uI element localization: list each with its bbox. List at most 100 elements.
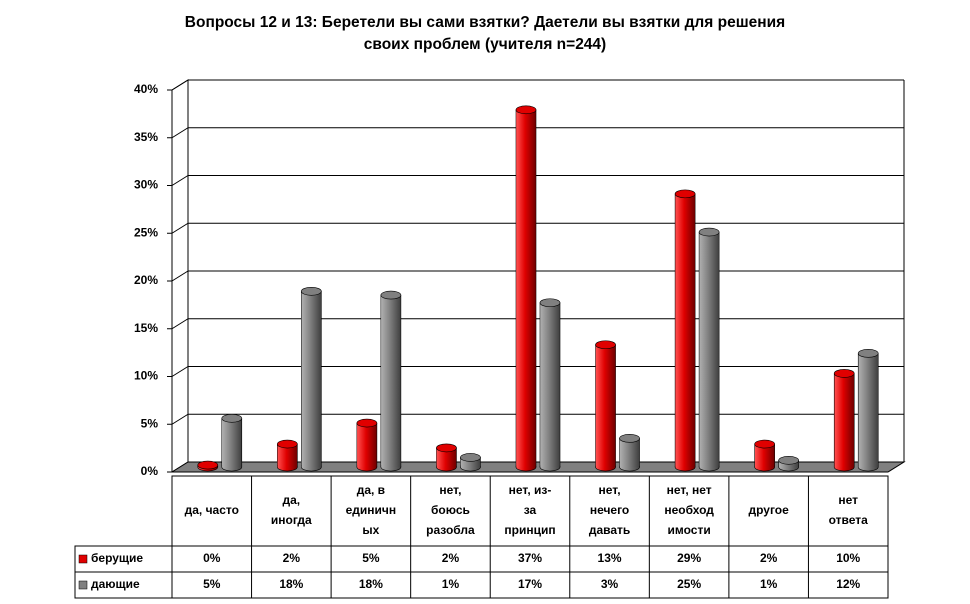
- value-label: 5%: [203, 577, 221, 591]
- bar-top: [619, 434, 640, 443]
- bar-body-cover: [834, 373, 854, 467]
- legend-label: дающие: [91, 577, 140, 591]
- bar: [698, 227, 720, 472]
- bar-body-cover: [381, 295, 401, 467]
- bar-body-cover: [699, 232, 719, 467]
- value-label: 12%: [836, 577, 860, 591]
- bar: [754, 439, 775, 472]
- y-tick-label: 15%: [134, 321, 158, 335]
- bar-top: [674, 189, 696, 199]
- value-label: 5%: [362, 551, 380, 565]
- bar-body-cover: [436, 447, 457, 467]
- bar-body-cover: [540, 302, 560, 467]
- bar: [619, 434, 640, 472]
- grid-side: [171, 127, 189, 139]
- value-label: 2%: [442, 551, 460, 565]
- bar: [277, 439, 298, 472]
- y-tick-label: 10%: [134, 369, 158, 383]
- y-tick-label: 30%: [134, 178, 158, 192]
- value-label: 13%: [598, 551, 622, 565]
- x-tick-label: да, часто: [185, 503, 239, 517]
- y-tick-label: 40%: [134, 82, 158, 96]
- bar: [197, 460, 219, 472]
- x-tick-label: нет, из-за принцип: [504, 483, 555, 537]
- bar: [674, 189, 696, 472]
- y-tick-label: 20%: [134, 273, 158, 287]
- value-label: 25%: [677, 577, 701, 591]
- bar-top: [460, 453, 481, 462]
- bar: [460, 453, 481, 472]
- x-tick-label: другое: [749, 503, 790, 517]
- bar-top: [197, 460, 219, 470]
- bar: [857, 349, 879, 472]
- grid-side: [171, 366, 189, 377]
- bar: [380, 290, 402, 472]
- bar-top: [754, 439, 775, 449]
- legend-swatch: [78, 554, 88, 564]
- x-tick-label: нет ответа: [829, 493, 869, 527]
- bar-body-cover: [301, 291, 322, 467]
- bar-top: [436, 443, 457, 453]
- bar: [436, 443, 457, 472]
- bar-top: [698, 227, 720, 237]
- bar-top: [539, 298, 561, 308]
- bar-body-cover: [858, 353, 878, 467]
- bar-top: [595, 340, 616, 350]
- x-tick-label: нет, нечего давать: [589, 483, 630, 537]
- bar-body-cover: [619, 438, 640, 467]
- floor: [170, 461, 906, 473]
- value-label: 37%: [518, 551, 542, 565]
- y-tick-label: 5%: [141, 416, 159, 430]
- bar: [539, 298, 561, 472]
- bar-body-cover: [357, 423, 377, 467]
- bar-top: [356, 418, 378, 428]
- bar: [301, 286, 322, 472]
- x-tick-label: нет, нет необход имости: [664, 483, 714, 537]
- bar-top: [857, 349, 879, 358]
- x-tick-label: да, иногда: [271, 493, 312, 527]
- bar-body-cover: [675, 193, 695, 467]
- grid-side: [171, 175, 189, 186]
- grid-side: [171, 270, 189, 282]
- bar-top: [778, 456, 799, 465]
- bar: [515, 105, 537, 472]
- bar-top: [833, 369, 855, 378]
- bar: [778, 456, 799, 472]
- bar-body-cover: [516, 109, 536, 467]
- value-label: 17%: [518, 577, 542, 591]
- x-tick-label: нет, боюсь разобла: [426, 483, 475, 537]
- bar: [356, 418, 378, 472]
- bar-body-cover: [222, 418, 242, 467]
- grid-side: [171, 79, 189, 91]
- bar-top: [221, 413, 243, 423]
- value-label: 2%: [283, 551, 301, 565]
- y-tick-label: 35%: [134, 130, 158, 144]
- value-label: 1%: [442, 577, 460, 591]
- grid-side: [171, 318, 189, 330]
- value-label: 1%: [760, 577, 778, 591]
- x-tick-label: да, в единичн ых: [346, 483, 397, 537]
- y-tick-label: 0%: [141, 464, 159, 478]
- bar: [833, 369, 855, 472]
- value-label: 18%: [279, 577, 303, 591]
- bar-top: [380, 290, 402, 300]
- grid-side: [171, 222, 189, 234]
- value-label: 29%: [677, 551, 701, 565]
- bar: [595, 340, 616, 472]
- bar-body-cover: [754, 444, 775, 467]
- bar-body-cover: [277, 444, 298, 467]
- bar-top: [515, 105, 537, 115]
- value-label: 0%: [203, 551, 221, 565]
- legend-label: берущие: [91, 551, 143, 565]
- value-label: 2%: [760, 551, 778, 565]
- bar-top: [301, 286, 322, 296]
- value-label: 10%: [836, 551, 860, 565]
- grid-side: [171, 413, 189, 425]
- bar: [221, 413, 243, 472]
- y-tick-label: 25%: [134, 225, 158, 239]
- chart-title: Вопросы 12 и 13: Беретели вы сами взятки…: [185, 14, 785, 53]
- legend-swatch: [78, 580, 88, 590]
- value-label: 18%: [359, 577, 383, 591]
- value-label: 3%: [601, 577, 619, 591]
